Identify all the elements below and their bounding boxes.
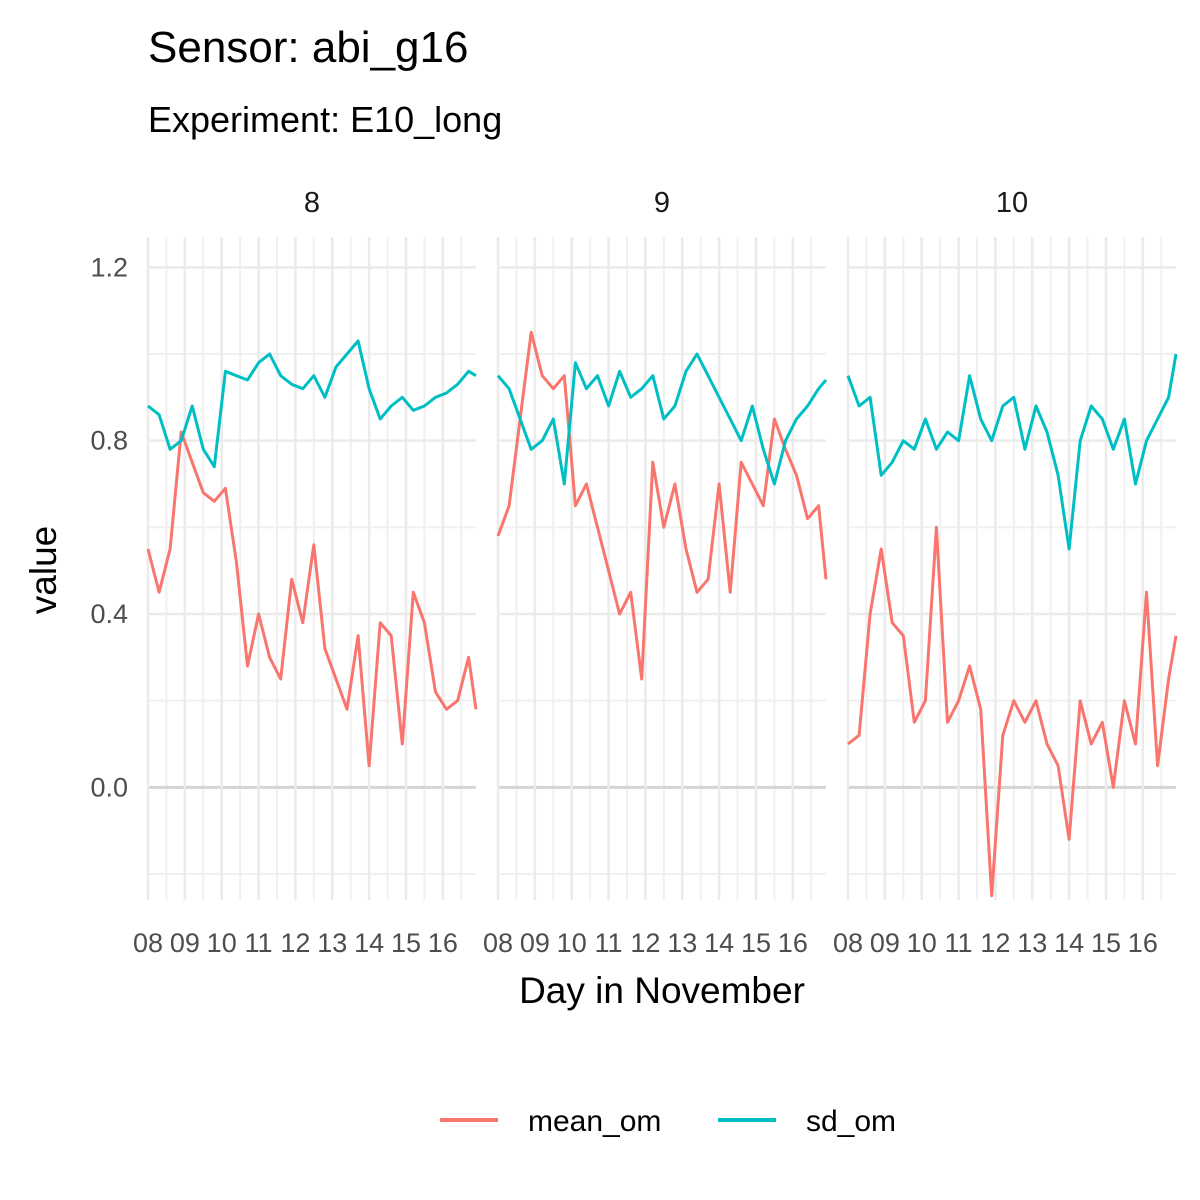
y-tick-label: 0.0 [90,772,128,802]
x-tick-label: 15 [741,928,771,958]
facet-strip-label: 10 [996,187,1028,219]
facet-panel: 8 08 09 10 11 12 13 14 15 16 [133,187,478,958]
legend-label: mean_om [528,1105,661,1138]
x-tick-label: 13 [1017,928,1047,958]
x-tick-label: 10 [557,928,587,958]
x-tick-label: 14 [704,928,734,958]
series-line-sd-om [147,339,477,469]
x-tick-label: 08 [133,928,163,958]
x-axis-title: Day in November [519,970,805,1011]
x-tick-label: 15 [391,928,421,958]
x-tick-label: 14 [1054,928,1084,958]
x-tick-label: 09 [520,928,550,958]
y-tick-label: 0.4 [90,599,128,629]
x-tick-label: 12 [630,928,660,958]
series-line-sd-om [846,353,1178,551]
x-tick-label: 11 [945,928,973,958]
x-tick-label: 11 [595,928,623,958]
legend-item: sd_om [718,1105,896,1138]
facet-strip-label: 8 [304,187,320,219]
facet-strip-label: 9 [654,187,670,219]
series-line-sd-om [496,352,828,486]
x-tick-label: 10 [207,928,237,958]
x-tick-label: 16 [1128,928,1158,958]
chart-title: Sensor: abi_g16 [148,23,468,72]
legend-item: mean_om [440,1105,661,1138]
x-tick-label: 14 [354,928,384,958]
x-tick-label: 08 [483,928,513,958]
series-line-mean-om [146,430,478,768]
x-tick-label: 13 [667,928,697,958]
y-tick-label: 0.8 [90,426,128,456]
legend-label: sd_om [806,1105,896,1138]
legend: mean_om sd_om [440,1105,896,1138]
x-tick-label: 08 [833,928,863,958]
x-tick-label: 12 [980,928,1010,958]
x-tick-label: 16 [428,928,458,958]
series-line-mean-om [847,525,1178,898]
facet-panel: 9 08 09 10 11 12 13 14 15 16 [483,187,828,958]
y-tick-label: 1.2 [90,252,128,282]
y-axis-title: value [23,526,64,614]
x-tick-label: 12 [280,928,310,958]
x-tick-label: 10 [907,928,937,958]
x-tick-label: 16 [778,928,808,958]
x-tick-label: 11 [245,928,273,958]
x-tick-label: 15 [1091,928,1121,958]
series-line-mean-om [496,330,828,681]
x-tick-label: 13 [317,928,347,958]
x-tick-label: 09 [170,928,200,958]
x-tick-label: 09 [870,928,900,958]
chart-subtitle: Experiment: E10_long [148,99,502,140]
